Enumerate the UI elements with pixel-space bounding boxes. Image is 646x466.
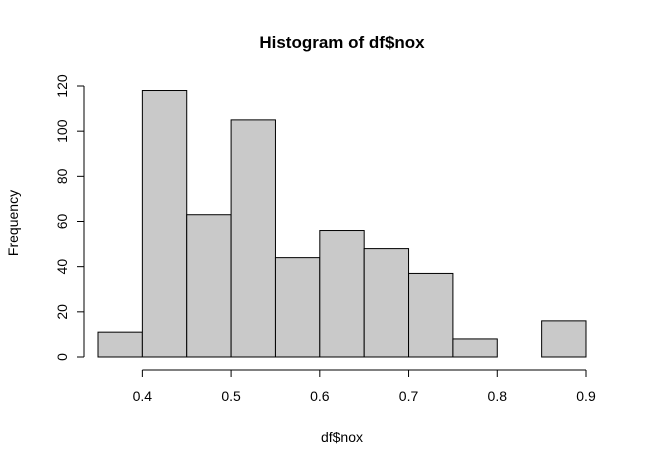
histogram-bar (452, 338, 498, 358)
y-tick-label: 60 (54, 214, 70, 230)
x-axis-label: df$nox (321, 429, 363, 445)
y-tick-label: 100 (54, 119, 70, 143)
y-axis: 0 20 40 60 80 100 120 (54, 74, 85, 361)
y-tick-label: 40 (54, 259, 70, 275)
x-tick-label: 0.8 (488, 388, 508, 404)
x-tick-label: 0.6 (310, 388, 330, 404)
histogram-bar (230, 119, 276, 358)
x-tick-label: 0.4 (133, 388, 153, 404)
histogram-bar (141, 90, 188, 358)
y-tick-label: 120 (54, 74, 70, 98)
x-tick-label: 0.7 (399, 388, 419, 404)
x-tick-label: 0.5 (221, 388, 241, 404)
y-tick-label: 0 (54, 353, 70, 361)
histogram-bar (541, 320, 587, 358)
histogram-bar (363, 248, 410, 358)
histogram-bar (319, 230, 365, 358)
bars-group (97, 90, 587, 358)
histogram-bar (408, 272, 454, 358)
histogram-bar (186, 214, 232, 358)
x-tick-label: 0.9 (576, 388, 596, 404)
histogram-bar (97, 331, 143, 358)
y-tick-label: 80 (54, 168, 70, 184)
y-axis-label: Frequency (5, 190, 21, 256)
x-axis: 0.4 0.5 0.6 0.7 0.8 0.9 (133, 369, 596, 404)
y-tick-label: 20 (54, 304, 70, 320)
chart-title: Histogram of df$nox (259, 33, 425, 52)
histogram-bar (274, 257, 321, 358)
